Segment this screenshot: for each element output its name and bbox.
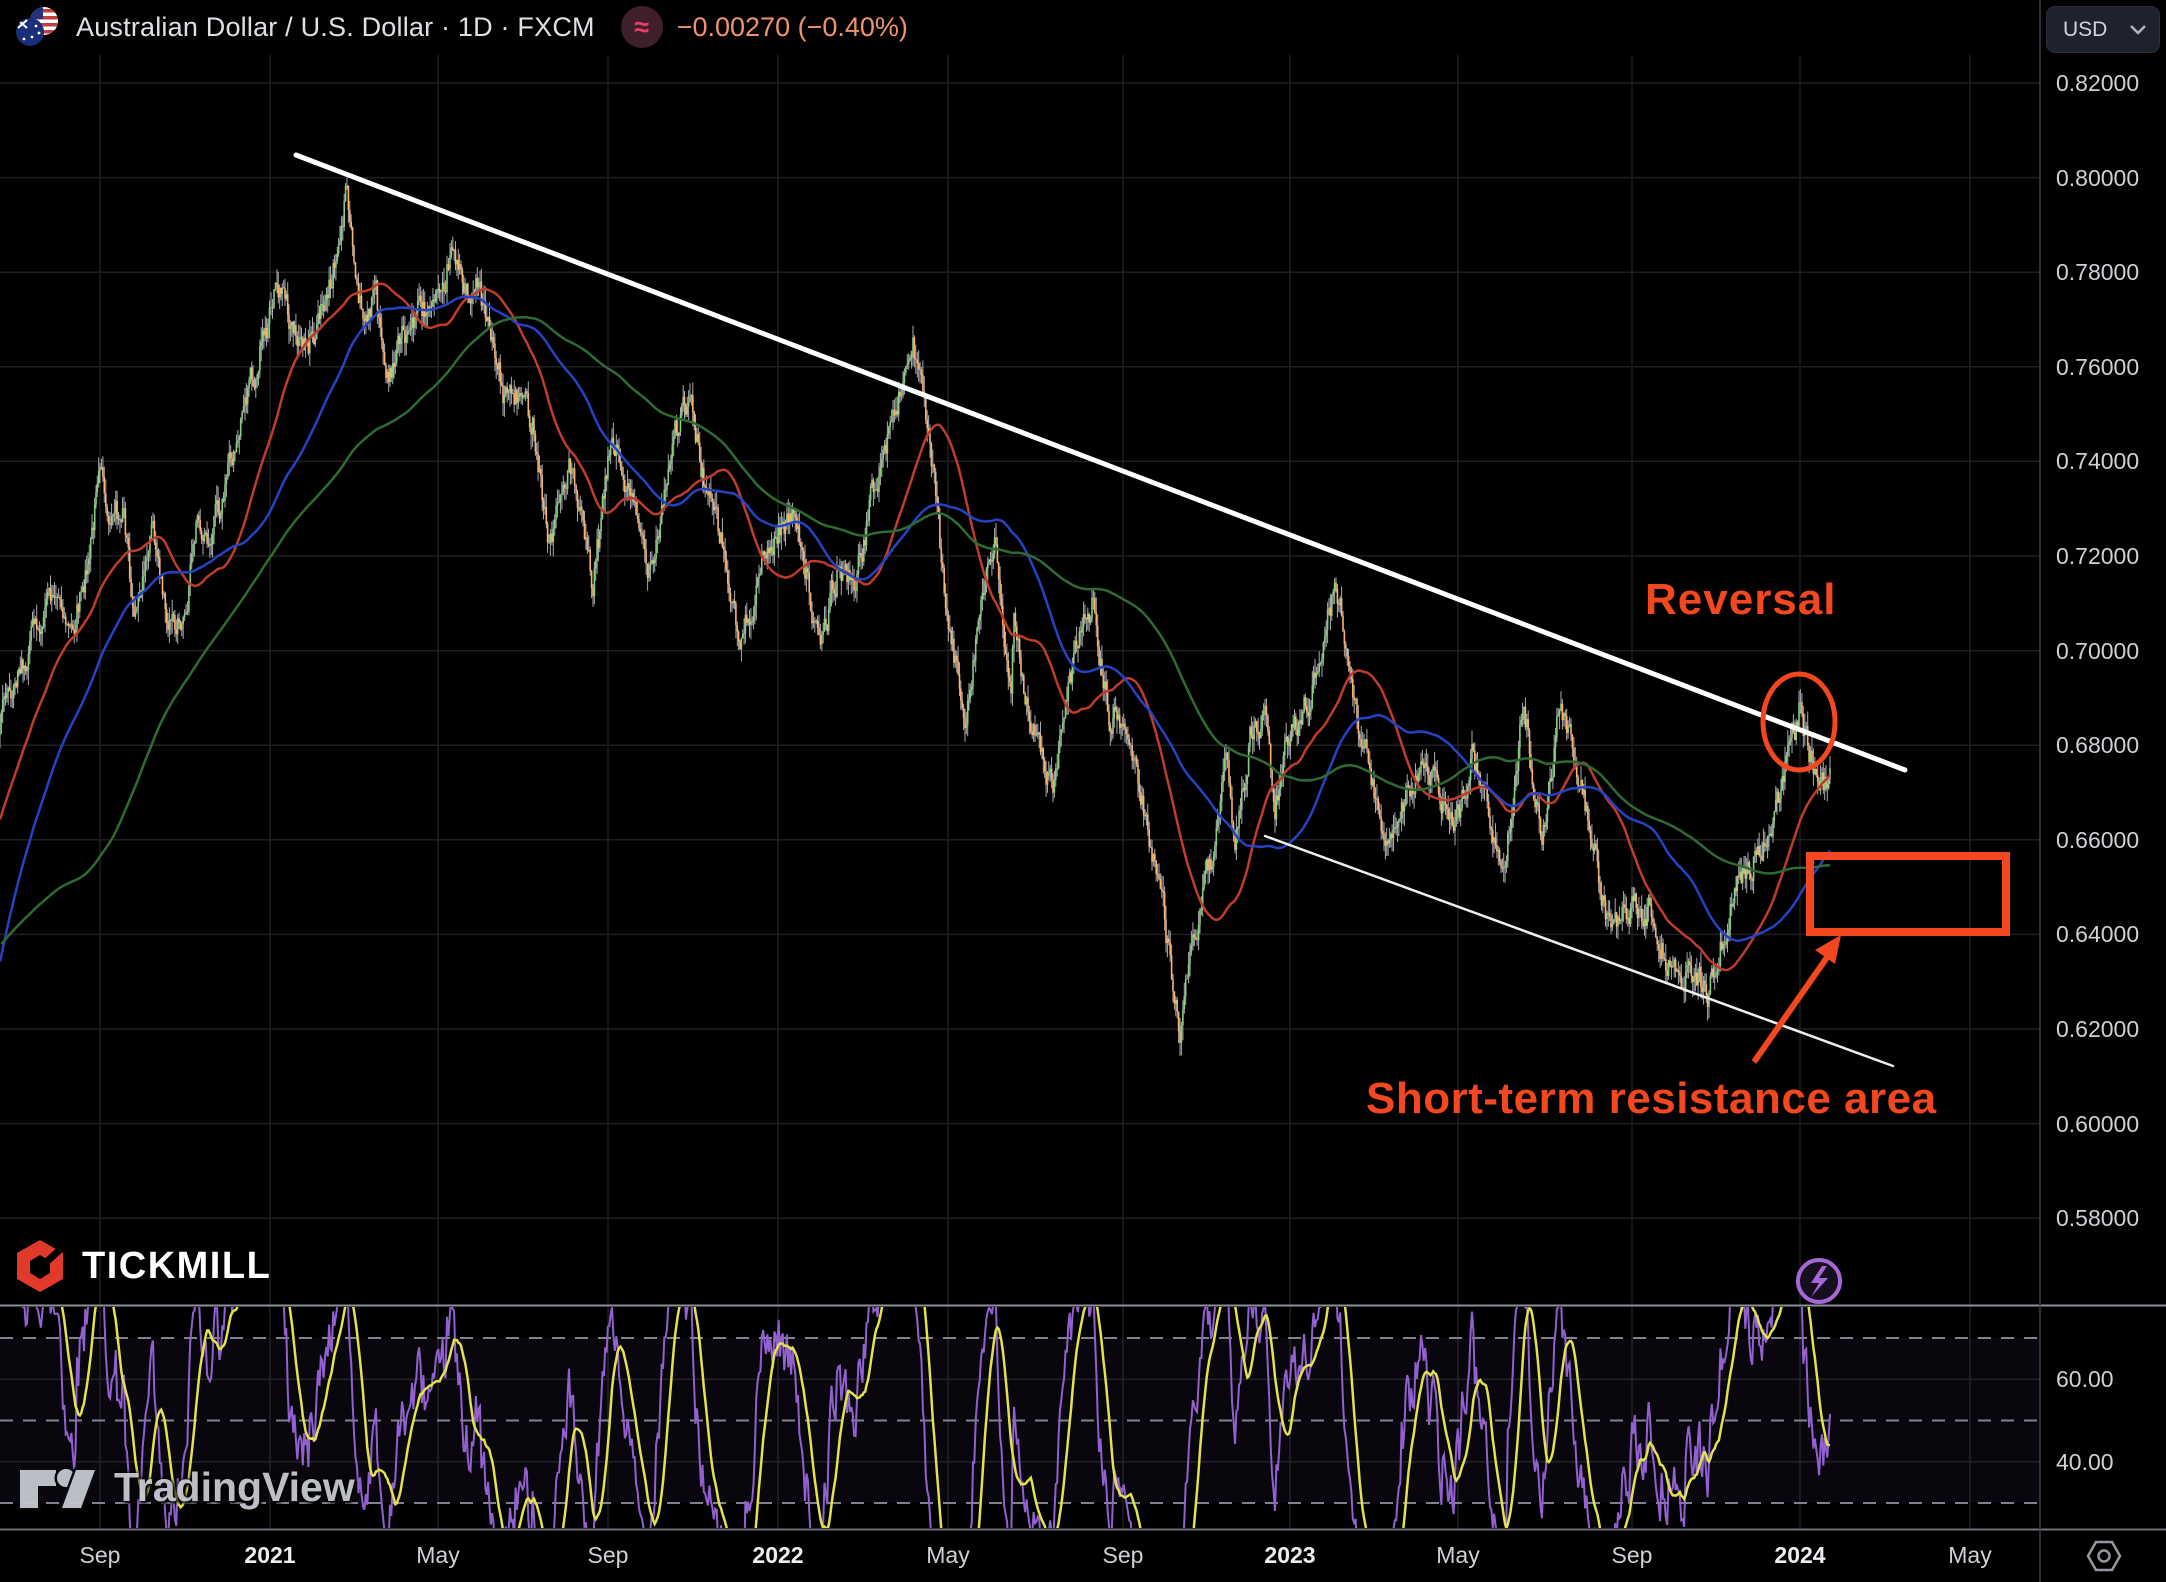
time-axis-label: May <box>416 1542 460 1568</box>
time-axis-label: Sep <box>79 1542 121 1568</box>
tickmill-hexagon-icon <box>17 1240 67 1292</box>
ma-line <box>0 315 1831 945</box>
resistance-arrow-head <box>1815 935 1841 964</box>
reversal-annotation[interactable]: Reversal <box>1645 575 1837 624</box>
trendline[interactable] <box>1263 834 1895 1068</box>
symbol-title[interactable]: Australian Dollar / U.S. Dollar · 1D · F… <box>76 11 595 42</box>
tickmill-wordmark: TICKMILL <box>82 1244 272 1287</box>
candlestick-series <box>0 177 1831 1056</box>
resistance-arrow[interactable] <box>1751 954 1831 1064</box>
time-axis-label: 2023 <box>1264 1542 1316 1568</box>
price-axis-label: 0.70000 <box>2056 637 2140 664</box>
rsi-ma-line <box>60 1307 1831 1528</box>
rsi-axis-label: 60.00 <box>2056 1366 2114 1393</box>
price-axis-label: 0.76000 <box>2056 353 2140 380</box>
resistance-annotation[interactable]: Short-term resistance area <box>1366 1074 1937 1123</box>
symbol-header: Australian Dollar / U.S. Dollar · 1D · F… <box>14 6 908 48</box>
price-axis-label: 0.60000 <box>2056 1110 2140 1137</box>
price-axis-label: 0.72000 <box>2056 543 2140 569</box>
tickmill-logo: TICKMILL <box>12 1238 271 1294</box>
price-axis-label: 0.82000 <box>2056 70 2140 96</box>
time-axis-label: 2022 <box>752 1542 804 1568</box>
price-axis-label: 0.58000 <box>2056 1205 2140 1232</box>
time-axis-label: May <box>1948 1542 1992 1568</box>
trendlines[interactable] <box>293 152 1908 1068</box>
time-axis-label: 2024 <box>1774 1542 1826 1568</box>
price-change: −0.00270 (−0.40%) <box>676 11 908 42</box>
price-axis-label: 0.66000 <box>2056 826 2140 853</box>
price-axis-label: 0.80000 <box>2056 164 2140 191</box>
currency-label: USD <box>2063 17 2108 41</box>
price-axis-label: 0.68000 <box>2056 732 2140 759</box>
currency-dropdown[interactable]: USD <box>2046 6 2160 53</box>
time-axis-label: Sep <box>587 1542 629 1568</box>
price-axis-label: 0.64000 <box>2056 921 2140 948</box>
audusd-flag-icon <box>16 7 58 46</box>
tradingview-icon <box>17 1466 99 1511</box>
time-axis-label: May <box>926 1542 970 1568</box>
reversal-circle[interactable] <box>1760 671 1838 773</box>
approx-data-icon: ≈ <box>620 6 663 48</box>
ma-line <box>0 282 1831 972</box>
price-axis-label: 0.62000 <box>2056 1016 2140 1042</box>
rsi-line <box>21 1307 1831 1528</box>
price-axis-label: 0.74000 <box>2056 448 2140 475</box>
tradingview-wordmark: TradingView <box>114 1463 355 1510</box>
annotation-shapes[interactable] <box>1751 671 2010 1064</box>
axis-settings-gear-icon[interactable] <box>2086 1540 2122 1572</box>
resistance-area-box[interactable] <box>1806 852 2010 936</box>
moving-average-lines <box>0 282 1832 972</box>
price-axis-label: 0.78000 <box>2056 259 2140 286</box>
tradingview-logo[interactable]: TradingView <box>16 1462 355 1512</box>
auto-scale-lightning-icon[interactable] <box>1796 1258 1842 1304</box>
time-axis-label: Sep <box>1102 1542 1144 1568</box>
rsi-series <box>21 1307 1831 1528</box>
rsi-axis-label: 40.00 <box>2056 1448 2114 1475</box>
ma-line <box>0 295 1832 962</box>
time-axis-label: Sep <box>1611 1542 1653 1568</box>
trendline[interactable] <box>293 152 1908 773</box>
chevron-down-icon <box>2130 24 2146 35</box>
time-axis-label: May <box>1436 1542 1480 1568</box>
time-axis-label: 2021 <box>244 1542 296 1568</box>
grid-lines <box>0 55 2040 1529</box>
